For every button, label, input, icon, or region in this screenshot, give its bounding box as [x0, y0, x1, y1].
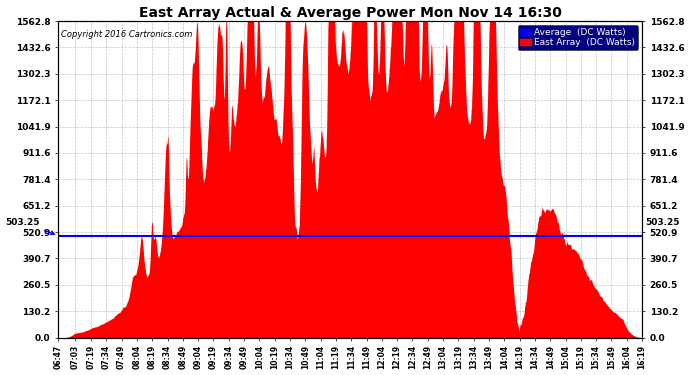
Title: East Array Actual & Average Power Mon Nov 14 16:30: East Array Actual & Average Power Mon No…: [139, 6, 562, 20]
Text: 503.25: 503.25: [645, 217, 680, 226]
Text: 503.25: 503.25: [6, 217, 55, 234]
Text: Copyright 2016 Cartronics.com: Copyright 2016 Cartronics.com: [61, 30, 193, 39]
Legend: Average  (DC Watts), East Array  (DC Watts): Average (DC Watts), East Array (DC Watts…: [518, 25, 638, 50]
